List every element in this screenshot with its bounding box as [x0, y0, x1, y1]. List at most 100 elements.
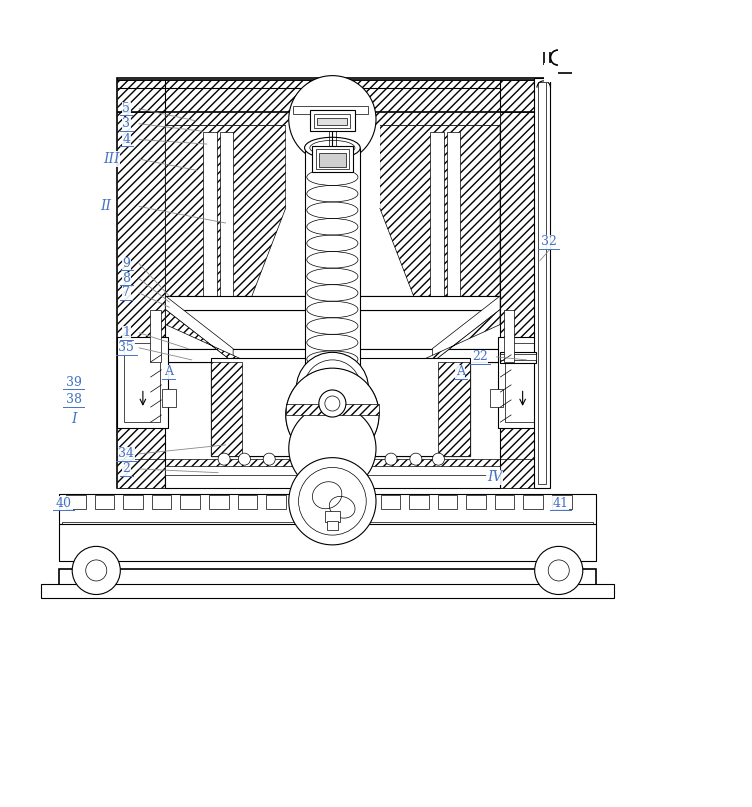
- Polygon shape: [417, 310, 500, 362]
- Polygon shape: [165, 310, 248, 362]
- Bar: [447, 132, 460, 301]
- Bar: [59, 494, 596, 524]
- Bar: [538, 82, 546, 484]
- Bar: [203, 132, 217, 301]
- Bar: [495, 495, 514, 508]
- Bar: [325, 511, 340, 521]
- Bar: [498, 337, 549, 428]
- Text: 3: 3: [123, 117, 130, 130]
- Bar: [124, 343, 160, 422]
- Circle shape: [535, 546, 583, 595]
- Circle shape: [286, 368, 379, 462]
- Text: 2: 2: [123, 462, 130, 475]
- Text: 40: 40: [56, 497, 72, 510]
- Bar: [95, 495, 114, 508]
- Bar: [323, 495, 343, 508]
- Bar: [266, 495, 286, 508]
- Bar: [381, 495, 400, 508]
- Text: III: III: [103, 152, 120, 166]
- Text: 39: 39: [65, 376, 82, 389]
- Circle shape: [238, 454, 250, 465]
- Bar: [490, 389, 503, 408]
- Bar: [66, 495, 86, 508]
- Circle shape: [86, 560, 107, 581]
- Bar: [165, 473, 500, 487]
- Bar: [238, 495, 257, 508]
- Bar: [295, 495, 314, 508]
- Bar: [544, 63, 557, 82]
- Circle shape: [296, 353, 368, 424]
- Circle shape: [289, 76, 376, 163]
- Bar: [211, 358, 470, 456]
- Bar: [534, 78, 550, 487]
- Circle shape: [299, 467, 366, 535]
- Circle shape: [72, 546, 120, 595]
- Bar: [220, 132, 233, 301]
- Bar: [117, 80, 165, 487]
- Bar: [117, 459, 549, 487]
- Polygon shape: [432, 296, 500, 362]
- Bar: [59, 524, 596, 562]
- Polygon shape: [165, 296, 233, 362]
- Text: A: A: [456, 366, 465, 378]
- Bar: [62, 521, 593, 528]
- Bar: [552, 495, 572, 508]
- Bar: [466, 495, 486, 508]
- Bar: [327, 521, 338, 530]
- Bar: [430, 132, 444, 301]
- Bar: [165, 296, 500, 310]
- Bar: [209, 495, 229, 508]
- Bar: [505, 343, 541, 422]
- Bar: [314, 114, 350, 128]
- Bar: [317, 118, 347, 125]
- Bar: [500, 353, 536, 360]
- Bar: [504, 310, 514, 362]
- Text: 4: 4: [123, 133, 130, 146]
- Bar: [293, 107, 368, 114]
- Bar: [165, 111, 500, 125]
- Bar: [165, 466, 500, 475]
- Bar: [180, 495, 200, 508]
- Bar: [316, 149, 349, 169]
- Bar: [438, 495, 457, 508]
- Text: II: II: [100, 199, 111, 214]
- Bar: [310, 111, 355, 132]
- Bar: [438, 362, 470, 456]
- Text: 35: 35: [118, 341, 135, 354]
- Circle shape: [218, 454, 230, 465]
- Text: 41: 41: [552, 497, 569, 510]
- Bar: [352, 495, 371, 508]
- Circle shape: [289, 458, 376, 545]
- Bar: [59, 569, 596, 593]
- Bar: [41, 584, 614, 597]
- Circle shape: [325, 396, 340, 411]
- Circle shape: [289, 405, 376, 492]
- Polygon shape: [286, 404, 379, 415]
- Bar: [117, 80, 549, 111]
- Text: 22: 22: [472, 350, 487, 363]
- Text: 34: 34: [118, 447, 135, 460]
- Circle shape: [385, 454, 397, 465]
- Bar: [312, 146, 353, 172]
- Bar: [500, 80, 549, 487]
- Circle shape: [319, 390, 346, 417]
- Bar: [165, 349, 500, 362]
- Bar: [117, 337, 168, 428]
- Circle shape: [304, 360, 361, 417]
- Circle shape: [432, 454, 444, 465]
- Bar: [162, 389, 176, 408]
- Text: 32: 32: [541, 236, 557, 249]
- Circle shape: [548, 560, 569, 581]
- Polygon shape: [380, 125, 500, 306]
- Text: A: A: [164, 366, 173, 378]
- Bar: [305, 148, 360, 374]
- Text: IV: IV: [487, 470, 502, 484]
- Circle shape: [410, 454, 422, 465]
- Bar: [211, 362, 242, 456]
- Text: I: I: [71, 412, 77, 425]
- Text: 38: 38: [65, 393, 82, 406]
- Bar: [123, 495, 143, 508]
- Circle shape: [286, 368, 379, 462]
- Bar: [319, 153, 346, 166]
- Bar: [117, 78, 549, 487]
